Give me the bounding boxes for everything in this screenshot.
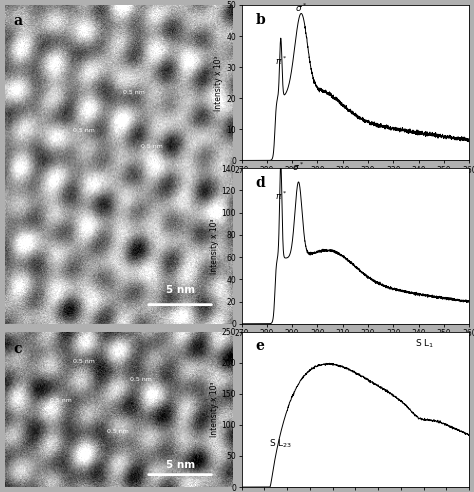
Y-axis label: Intensity x 10³: Intensity x 10³ xyxy=(210,218,219,274)
Y-axis label: Intensity x 10³: Intensity x 10³ xyxy=(210,381,219,437)
Text: $\pi^*$: $\pi^*$ xyxy=(275,55,287,67)
Text: 0.5 nm: 0.5 nm xyxy=(141,144,163,150)
Text: a: a xyxy=(14,14,23,29)
Text: 0.5 nm: 0.5 nm xyxy=(107,429,129,433)
X-axis label: Energy loss (eV): Energy loss (eV) xyxy=(321,177,390,185)
Text: 0.5 nm: 0.5 nm xyxy=(50,398,72,402)
Text: S L$_{23}$: S L$_{23}$ xyxy=(269,437,292,450)
Text: 0.5 nm: 0.5 nm xyxy=(130,377,152,382)
Text: S L$_1$: S L$_1$ xyxy=(415,338,434,350)
X-axis label: Energy loss (eV): Energy loss (eV) xyxy=(321,339,390,349)
Text: 0.5 nm: 0.5 nm xyxy=(73,128,95,133)
Text: c: c xyxy=(14,342,22,356)
Text: 0.5 nm: 0.5 nm xyxy=(123,90,145,95)
Text: $\sigma^*$: $\sigma^*$ xyxy=(295,2,307,14)
Text: 0.5 nm: 0.5 nm xyxy=(73,359,95,364)
Text: 5 nm: 5 nm xyxy=(165,285,195,295)
Text: $\sigma^*$: $\sigma^*$ xyxy=(292,160,305,173)
Y-axis label: Intensity x 10³: Intensity x 10³ xyxy=(214,55,223,111)
Text: b: b xyxy=(255,13,265,27)
Text: 5 nm: 5 nm xyxy=(165,460,195,470)
Text: d: d xyxy=(255,176,265,190)
Text: e: e xyxy=(255,339,264,353)
Text: $\pi^*$: $\pi^*$ xyxy=(275,189,287,202)
